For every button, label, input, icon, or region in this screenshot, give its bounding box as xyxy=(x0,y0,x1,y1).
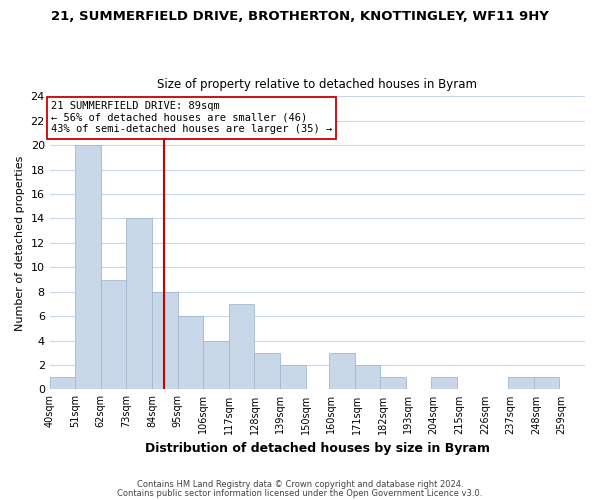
Bar xyxy=(178,316,203,390)
Text: 21, SUMMERFIELD DRIVE, BROTHERTON, KNOTTINGLEY, WF11 9HY: 21, SUMMERFIELD DRIVE, BROTHERTON, KNOTT… xyxy=(51,10,549,23)
Bar xyxy=(152,292,178,390)
Y-axis label: Number of detached properties: Number of detached properties xyxy=(15,155,25,330)
Text: Contains public sector information licensed under the Open Government Licence v3: Contains public sector information licen… xyxy=(118,488,482,498)
Bar xyxy=(50,377,75,390)
Bar xyxy=(254,353,280,390)
Bar xyxy=(508,377,534,390)
Bar xyxy=(534,377,559,390)
Bar xyxy=(280,365,305,390)
Bar xyxy=(329,353,355,390)
Text: 21 SUMMERFIELD DRIVE: 89sqm
← 56% of detached houses are smaller (46)
43% of sem: 21 SUMMERFIELD DRIVE: 89sqm ← 56% of det… xyxy=(51,101,332,134)
Bar xyxy=(431,377,457,390)
Bar xyxy=(229,304,254,390)
Text: Contains HM Land Registry data © Crown copyright and database right 2024.: Contains HM Land Registry data © Crown c… xyxy=(137,480,463,489)
X-axis label: Distribution of detached houses by size in Byram: Distribution of detached houses by size … xyxy=(145,442,490,455)
Bar xyxy=(75,145,101,390)
Bar xyxy=(380,377,406,390)
Bar xyxy=(355,365,380,390)
Bar xyxy=(101,280,127,390)
Bar xyxy=(203,340,229,390)
Title: Size of property relative to detached houses in Byram: Size of property relative to detached ho… xyxy=(157,78,478,91)
Bar xyxy=(127,218,152,390)
